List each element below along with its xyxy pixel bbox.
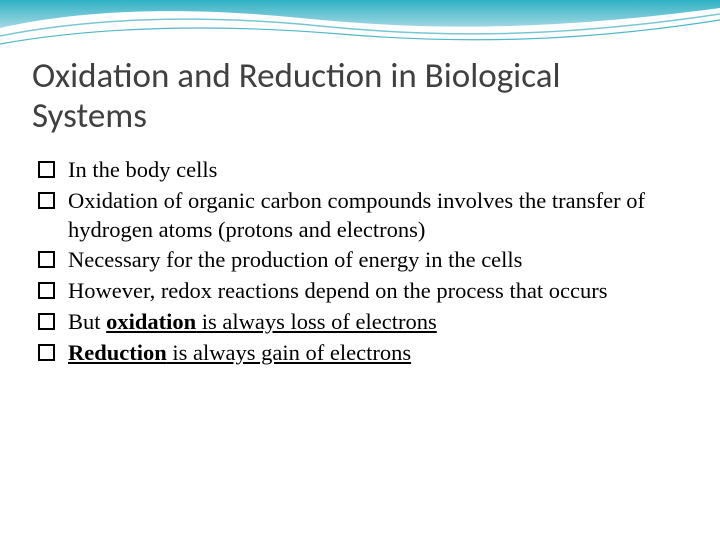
square-bullet-icon [38, 161, 55, 178]
slide-body: In the body cells Oxidation of organic c… [38, 156, 680, 370]
square-bullet-icon [38, 251, 55, 268]
bullet-item: In the body cells [38, 156, 680, 185]
bullet-item: Oxidation of organic carbon compounds in… [38, 187, 680, 245]
square-bullet-icon [38, 282, 55, 299]
bullet-text: However, redox reactions depend on the p… [68, 278, 608, 303]
bullet-item: However, redox reactions depend on the p… [38, 277, 680, 306]
square-bullet-icon [38, 344, 55, 361]
wave-line-2 [0, 20, 720, 44]
bullet-text: Oxidation of organic carbon compounds in… [68, 188, 645, 242]
header-wave [0, 0, 720, 60]
wave-fill [0, 0, 720, 28]
square-bullet-icon [38, 192, 55, 209]
bullet-underline-tail: is always gain of electrons [167, 340, 411, 365]
bullet-text: In the body cells [68, 157, 217, 182]
bullet-item: Reduction is always gain of electrons [38, 339, 680, 368]
bullet-item: But oxidation is always loss of electron… [38, 308, 680, 337]
square-bullet-icon [38, 313, 55, 330]
slide-title: Oxidation and Reduction in Biological Sy… [32, 56, 680, 137]
bullet-underline-tail: is always loss of electrons [196, 309, 437, 334]
bullet-item: Necessary for the production of energy i… [38, 246, 680, 275]
bullet-bold-underline: Reduction [68, 340, 167, 365]
bullet-bold-underline: oxidation [106, 309, 196, 334]
bullet-text: Necessary for the production of energy i… [68, 247, 522, 272]
bullet-prefix: But [68, 309, 106, 334]
